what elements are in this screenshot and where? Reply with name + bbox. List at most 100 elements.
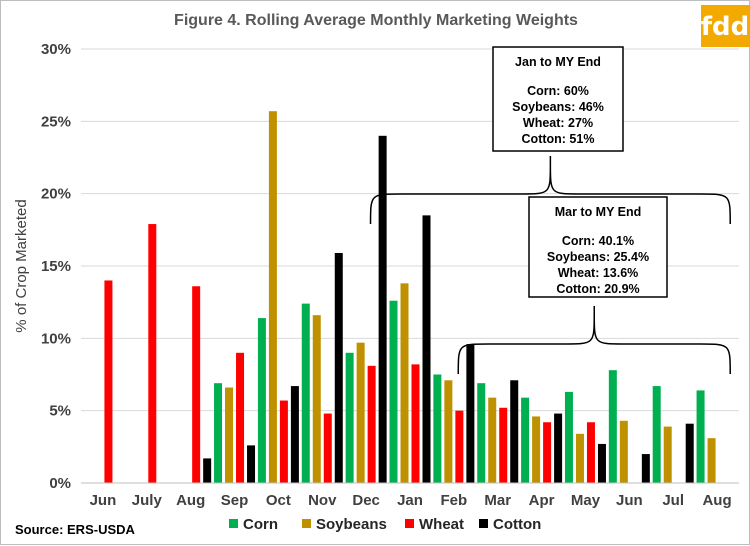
y-tick-label: 15% — [41, 258, 71, 275]
fdd-logo: fdd — [701, 5, 750, 47]
bar-wheat — [586, 422, 595, 483]
bar-cotton — [334, 252, 343, 483]
bar-cotton — [378, 135, 387, 484]
bar-soybeans — [225, 387, 234, 483]
bar-corn — [214, 383, 223, 483]
y-tick-label: 0% — [49, 475, 71, 492]
bar-cotton — [554, 413, 563, 483]
legend-label: Corn — [243, 516, 278, 533]
bar-wheat — [323, 413, 332, 483]
bar-soybeans — [444, 380, 453, 483]
bar-soybeans — [268, 111, 277, 483]
bar-soybeans — [532, 416, 541, 483]
x-tick-label: Jan — [397, 492, 423, 509]
legend-swatch — [405, 519, 414, 528]
annotation-title: Jan to MY End — [515, 55, 601, 69]
bar-soybeans — [356, 342, 365, 483]
bar-cotton — [641, 454, 650, 483]
bar-wheat — [148, 224, 157, 483]
bar-cotton — [422, 215, 431, 483]
bar-corn — [345, 352, 354, 483]
x-tick-label: Mar — [484, 492, 511, 509]
y-tick-label: 25% — [41, 113, 71, 130]
annotation-title: Mar to MY End — [555, 205, 642, 219]
annotation-line: Cotton: 51% — [522, 132, 595, 146]
y-tick-label: 20% — [41, 186, 71, 203]
x-tick-label: Dec — [352, 492, 380, 509]
bar-corn — [257, 318, 266, 483]
bar-corn — [301, 303, 310, 483]
legend-item-cotton: Cotton — [479, 516, 541, 533]
x-axis-ticks: Jun July Aug Sep Oct Nov Dec Jan Feb Mar Apr May Jun… — [90, 492, 732, 509]
annotation-boxes: Jan to MY End Corn: 60% Soybeans: 46% Wheat… — [492, 46, 668, 298]
annotation-braces — [369, 156, 731, 375]
x-tick-label: Apr — [529, 492, 555, 509]
x-tick-label: Aug — [176, 492, 205, 509]
bar-soybeans — [663, 426, 672, 483]
x-tick-label: Jul — [662, 492, 684, 509]
bar-corn — [477, 383, 486, 483]
y-tick-label: 10% — [41, 330, 71, 347]
bar-corn — [521, 397, 530, 483]
bar-cotton — [247, 445, 256, 483]
bar-wheat — [104, 280, 113, 483]
legend-label: Cotton — [493, 516, 541, 533]
x-tick-label: Aug — [702, 492, 731, 509]
bar-cotton — [685, 423, 694, 483]
y-tick-label: 30% — [41, 41, 71, 58]
bars — [104, 111, 716, 484]
bar-soybeans — [488, 397, 497, 483]
logo-text: fdd — [701, 12, 750, 42]
annotation-box-border — [528, 196, 668, 298]
bar-wheat — [455, 410, 464, 483]
bar-soybeans — [312, 315, 321, 483]
bar-wheat — [236, 352, 245, 483]
annotation-box: Jan to MY End Corn: 60% Soybeans: 46% Wheat… — [492, 46, 624, 152]
bar-soybeans — [619, 420, 628, 483]
legend-swatch — [229, 519, 238, 528]
bar-corn — [564, 391, 573, 483]
x-tick-label: Jun — [616, 492, 643, 509]
y-axis-label: % of Crop Marketed — [13, 199, 30, 332]
legend-item-corn: Corn — [229, 516, 278, 533]
bar-corn — [652, 386, 661, 483]
annotation-line: Soybeans: 46% — [512, 100, 604, 114]
bar-cotton — [466, 344, 475, 483]
bar-cotton — [203, 458, 212, 483]
chart-title: Figure 4. Rolling Average Monthly Market… — [174, 12, 578, 29]
legend: Corn Soybeans Wheat Cotton — [229, 516, 541, 533]
bar-corn — [389, 300, 398, 483]
x-tick-label: Oct — [266, 492, 291, 509]
annotation-line: Corn: 40.1% — [562, 234, 634, 248]
legend-label: Soybeans — [316, 516, 387, 533]
x-tick-label: Nov — [308, 492, 337, 509]
source-note: Source: ERS-USDA — [15, 522, 136, 537]
bar-wheat — [192, 286, 201, 483]
bar-cotton — [290, 386, 299, 483]
bar-soybeans — [400, 283, 409, 483]
bar-wheat — [411, 364, 420, 483]
bar-wheat — [499, 407, 508, 483]
bar-corn — [433, 374, 442, 483]
bar-wheat — [543, 422, 552, 483]
bar-wheat — [279, 400, 288, 483]
bar-wheat — [367, 365, 376, 483]
annotation-box: Mar to MY End Corn: 40.1% Soybeans: 25.4% W… — [528, 196, 668, 298]
y-tick-label: 5% — [49, 403, 71, 420]
annotation-box-border — [492, 46, 624, 152]
x-tick-label: Feb — [441, 492, 468, 509]
x-tick-label: Sep — [221, 492, 249, 509]
x-tick-label: July — [132, 492, 163, 509]
bar-corn — [608, 370, 617, 483]
x-tick-label: Jun — [90, 492, 117, 509]
annotation-line: Cotton: 20.9% — [556, 282, 639, 296]
annotation-line: Corn: 60% — [527, 84, 589, 98]
bar-cotton — [510, 380, 519, 483]
annotation-line: Soybeans: 25.4% — [547, 250, 649, 264]
bar-soybeans — [707, 438, 716, 483]
annotation-line: Wheat: 27% — [523, 116, 593, 130]
x-tick-label: May — [571, 492, 601, 509]
legend-item-soybeans: Soybeans — [302, 516, 387, 533]
